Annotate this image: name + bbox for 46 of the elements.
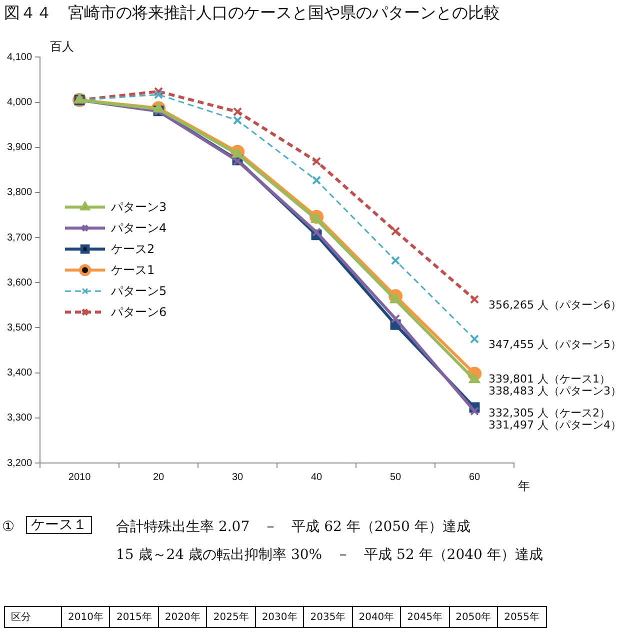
x-tick-label: 30 bbox=[232, 472, 244, 483]
annotation: 347,455 人（パターン5） bbox=[488, 338, 622, 352]
text: 2030年 bbox=[255, 606, 304, 628]
x-tick-label: 50 bbox=[390, 472, 402, 483]
text: 区分 bbox=[4, 606, 62, 628]
y-tick-label: 3,700 bbox=[6, 232, 32, 244]
text: ケース１ bbox=[26, 516, 92, 534]
text: 2055年 bbox=[498, 606, 546, 628]
annotation: 356,265 人（パターン6） bbox=[488, 298, 622, 312]
text: 2050年 bbox=[449, 606, 498, 628]
y-tick-label: 3,200 bbox=[6, 458, 32, 469]
chart-title: 図４４ 宮崎市の将来推計人口のケースと国や県のパターンとの比較 bbox=[4, 2, 500, 22]
legend-label: パターン6 bbox=[110, 305, 167, 320]
text: ① bbox=[2, 519, 15, 535]
y-tick-label: 3,500 bbox=[6, 322, 32, 334]
text: 2025年 bbox=[206, 606, 256, 628]
annotation: 332,305 人（ケース2） bbox=[488, 406, 610, 420]
y-tick-label: 3,300 bbox=[6, 412, 32, 424]
text: 合計特殊出生率 2.07 － 平成 62 年（2050 年）達成 bbox=[116, 519, 470, 535]
legend-label: パターン5 bbox=[110, 284, 167, 298]
annotation: 331,497 人（パターン4） bbox=[488, 418, 622, 432]
text: 2040年 bbox=[352, 606, 401, 628]
text: 2035年 bbox=[304, 606, 352, 628]
legend-label: パターン3 bbox=[110, 200, 167, 214]
legend-label: ケース2 bbox=[111, 242, 155, 256]
text: 2015年 bbox=[110, 606, 158, 628]
text: 15 歳～24 歳の転出抑制率 30% － 平成 52 年（2040 年）達成 bbox=[116, 547, 543, 563]
legend-label: ケース1 bbox=[111, 263, 155, 278]
text: 2010年 bbox=[62, 606, 110, 628]
annotation: 338,483 人（パターン3） bbox=[488, 384, 622, 398]
text: 2045年 bbox=[400, 606, 450, 628]
y-tick-label: 4,000 bbox=[6, 97, 32, 108]
text: 2020年 bbox=[158, 606, 207, 628]
x-tick-label: 40 bbox=[310, 472, 323, 483]
x-axis-title: 年 bbox=[518, 479, 530, 494]
x-tick-label: 20 bbox=[152, 472, 165, 483]
y-tick-label: 3,400 bbox=[6, 368, 32, 379]
y-axis-title: 百人 bbox=[50, 39, 74, 54]
annotation: 339,801 人（ケース1） bbox=[488, 372, 610, 386]
y-tick-label: 3,600 bbox=[6, 277, 32, 288]
y-tick-label: 4,100 bbox=[6, 52, 32, 63]
x-tick-label: 60 bbox=[468, 472, 480, 483]
y-tick-label: 3,800 bbox=[6, 187, 32, 198]
y-tick-label: 3,900 bbox=[6, 142, 32, 154]
legend-label: パターン4 bbox=[110, 221, 167, 236]
x-tick-label: 2010 bbox=[68, 472, 92, 483]
